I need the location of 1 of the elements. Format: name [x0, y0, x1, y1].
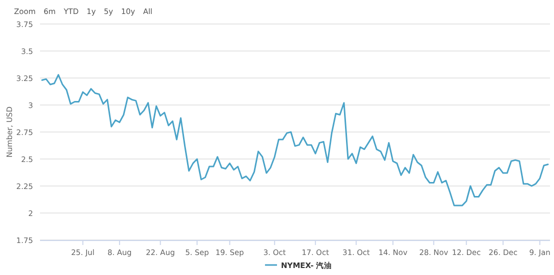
line-series	[41, 74, 549, 206]
